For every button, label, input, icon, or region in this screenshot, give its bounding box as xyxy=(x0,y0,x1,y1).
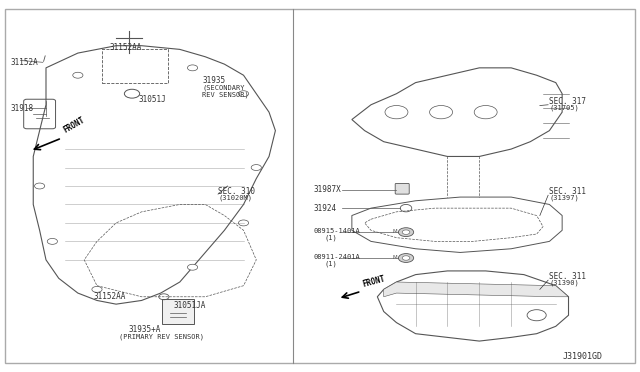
Text: 31935: 31935 xyxy=(202,76,225,85)
Circle shape xyxy=(251,164,261,170)
Text: (1): (1) xyxy=(324,234,337,241)
Circle shape xyxy=(398,228,413,237)
Text: FRONT: FRONT xyxy=(62,116,86,135)
Circle shape xyxy=(73,72,83,78)
Text: 31987X: 31987X xyxy=(314,185,341,194)
FancyBboxPatch shape xyxy=(162,299,195,324)
Text: REV SENSOR): REV SENSOR) xyxy=(202,91,249,98)
Text: SEC. 311: SEC. 311 xyxy=(549,272,586,281)
Text: 31924: 31924 xyxy=(314,203,337,213)
Circle shape xyxy=(47,238,58,244)
Circle shape xyxy=(188,264,198,270)
Text: 31051JA: 31051JA xyxy=(173,301,206,311)
Circle shape xyxy=(188,65,198,71)
Text: 08915-1401A: 08915-1401A xyxy=(314,228,360,234)
Text: 31152AA: 31152AA xyxy=(94,292,126,301)
Text: M: M xyxy=(393,229,397,234)
Text: SEC. 311: SEC. 311 xyxy=(549,187,586,196)
Polygon shape xyxy=(384,282,568,297)
Text: (31705): (31705) xyxy=(549,105,579,111)
Text: 08911-2401A: 08911-2401A xyxy=(314,254,360,260)
Circle shape xyxy=(398,254,413,262)
Text: (SECONDARY: (SECONDARY xyxy=(202,85,244,92)
Text: (31020M): (31020M) xyxy=(218,195,252,201)
Text: J31901GD: J31901GD xyxy=(562,352,602,361)
Text: 31935+A: 31935+A xyxy=(129,326,161,334)
Text: SEC. 317: SEC. 317 xyxy=(549,97,586,106)
Text: M: M xyxy=(393,255,397,260)
Text: SEC. 310: SEC. 310 xyxy=(218,187,255,196)
Text: FRONT: FRONT xyxy=(362,275,386,289)
Text: (31397): (31397) xyxy=(549,195,579,201)
Text: 31051J: 31051J xyxy=(138,95,166,104)
Circle shape xyxy=(239,220,248,226)
Circle shape xyxy=(402,256,410,260)
Text: 31152A: 31152A xyxy=(11,58,38,67)
Text: 31152AA: 31152AA xyxy=(109,43,142,52)
FancyBboxPatch shape xyxy=(395,183,409,194)
Circle shape xyxy=(92,286,102,292)
Circle shape xyxy=(239,91,248,97)
Circle shape xyxy=(35,183,45,189)
Text: (31390): (31390) xyxy=(549,280,579,286)
Text: (PRIMARY REV SENSOR): (PRIMARY REV SENSOR) xyxy=(119,333,204,340)
Circle shape xyxy=(402,230,410,234)
Text: 31918: 31918 xyxy=(11,104,34,113)
Text: (1): (1) xyxy=(324,260,337,267)
